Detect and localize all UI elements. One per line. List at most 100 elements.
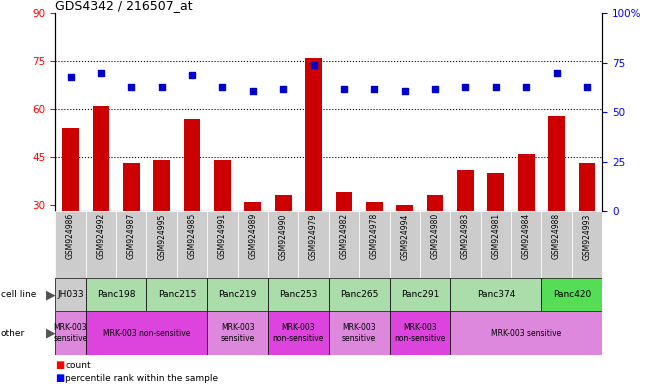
Text: GSM924988: GSM924988 (552, 213, 561, 259)
Bar (86, 311, 207, 355)
Bar (542, 278, 602, 311)
Bar (55, 211, 86, 278)
Bar (359, 211, 389, 278)
Text: ■: ■ (55, 360, 64, 370)
Bar (62, 128, 79, 301)
Text: MRK-003
non-sensitive: MRK-003 non-sensitive (395, 323, 445, 343)
Point (521, 84, 531, 90)
Bar (146, 211, 177, 278)
Bar (396, 205, 413, 301)
Bar (298, 211, 329, 278)
Bar (244, 202, 261, 301)
Point (400, 88, 410, 94)
Bar (457, 170, 474, 301)
Text: GSM924983: GSM924983 (461, 213, 470, 260)
Point (430, 86, 440, 92)
Text: Panc198: Panc198 (97, 290, 135, 299)
Text: MRK-003 non-sensitive: MRK-003 non-sensitive (103, 329, 190, 338)
Text: GSM924995: GSM924995 (157, 213, 166, 260)
Text: GSM924987: GSM924987 (127, 213, 136, 260)
Text: GSM924980: GSM924980 (430, 213, 439, 260)
Text: Panc374: Panc374 (477, 290, 515, 299)
Text: JH033: JH033 (57, 290, 84, 299)
Point (369, 86, 380, 92)
Bar (329, 278, 389, 311)
Text: Panc420: Panc420 (553, 290, 591, 299)
Bar (268, 211, 298, 278)
Point (187, 72, 197, 78)
Bar (389, 278, 450, 311)
Text: MRK-003
sensitive: MRK-003 sensitive (342, 323, 376, 343)
Text: MRK-003
sensitive: MRK-003 sensitive (221, 323, 255, 343)
Bar (542, 211, 572, 278)
Text: cell line: cell line (1, 290, 36, 299)
Bar (92, 106, 109, 301)
Bar (427, 195, 443, 301)
Bar (275, 195, 292, 301)
Text: GSM924991: GSM924991 (218, 213, 227, 260)
Point (582, 84, 592, 90)
Bar (86, 211, 116, 278)
Text: count: count (65, 361, 90, 370)
Point (126, 84, 137, 90)
Bar (55, 278, 86, 311)
Bar (268, 311, 329, 355)
Text: GSM924992: GSM924992 (96, 213, 105, 260)
Text: MRK-003
sensitive: MRK-003 sensitive (53, 323, 88, 343)
Bar (336, 192, 352, 301)
Text: GSM924994: GSM924994 (400, 213, 409, 260)
Text: Panc215: Panc215 (158, 290, 196, 299)
Bar (389, 311, 450, 355)
Point (217, 84, 228, 90)
Bar (207, 278, 268, 311)
Bar (450, 211, 480, 278)
Bar (329, 311, 389, 355)
Bar (184, 119, 201, 301)
Bar (268, 278, 329, 311)
Bar (366, 202, 383, 301)
Bar (86, 278, 146, 311)
Bar (518, 154, 534, 301)
Bar (123, 163, 140, 301)
Bar (214, 160, 230, 301)
Bar (177, 211, 207, 278)
Bar (511, 211, 542, 278)
Point (96, 70, 106, 76)
Text: Panc219: Panc219 (219, 290, 256, 299)
Bar (207, 211, 238, 278)
Text: GSM924986: GSM924986 (66, 213, 75, 260)
Bar (579, 163, 596, 301)
Bar (207, 311, 268, 355)
Text: GSM924979: GSM924979 (309, 213, 318, 260)
Bar (488, 173, 504, 301)
Text: GSM924993: GSM924993 (583, 213, 592, 260)
Text: percentile rank within the sample: percentile rank within the sample (65, 374, 218, 383)
Text: GSM924984: GSM924984 (521, 213, 531, 260)
Point (309, 62, 319, 68)
Text: MRK-003 sensitive: MRK-003 sensitive (491, 329, 561, 338)
Point (551, 70, 562, 76)
Bar (329, 211, 359, 278)
Bar (55, 311, 86, 355)
Bar (116, 211, 146, 278)
Bar (572, 211, 602, 278)
Text: GSM924982: GSM924982 (339, 213, 348, 259)
Point (460, 84, 471, 90)
Bar (305, 58, 322, 301)
Text: GSM924981: GSM924981 (492, 213, 501, 259)
Bar (238, 211, 268, 278)
Bar (420, 211, 450, 278)
Bar (480, 211, 511, 278)
Bar (146, 278, 207, 311)
Text: GSM924985: GSM924985 (187, 213, 197, 260)
Text: GSM924978: GSM924978 (370, 213, 379, 260)
Text: MRK-003
non-sensitive: MRK-003 non-sensitive (273, 323, 324, 343)
Point (339, 86, 349, 92)
Text: GDS4342 / 216507_at: GDS4342 / 216507_at (55, 0, 193, 12)
Text: GSM924990: GSM924990 (279, 213, 288, 260)
Bar (450, 278, 542, 311)
Text: other: other (1, 329, 25, 338)
Point (278, 86, 288, 92)
Point (491, 84, 501, 90)
Text: ▶: ▶ (46, 327, 55, 339)
